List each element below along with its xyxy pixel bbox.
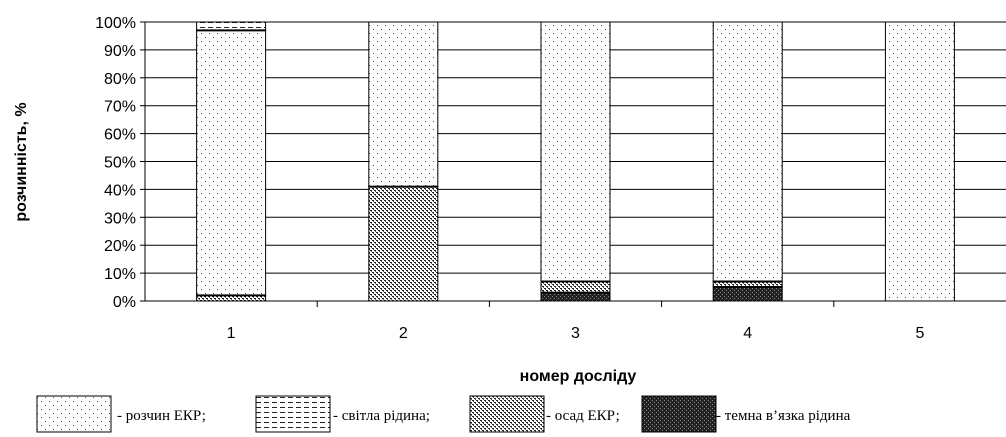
x-tick-label: 1 [227,325,236,342]
y-tick-labels: 0% 10% 20% 30% 40% 50% 60% 70% 80% 90% 100% [95,15,136,311]
legend-label: - світла рідина; [333,408,430,424]
y-tick-label: 10% [104,266,136,283]
x-tick-label: 5 [915,325,924,342]
y-tick-label: 20% [104,238,136,255]
x-tick-labels: 1 2 3 4 5 [227,301,924,342]
bar-segment [196,21,267,31]
legend-label: - осад ЕКР; [546,408,620,424]
y-tick-label: 100% [95,15,136,32]
bars [196,21,955,302]
legend-label: - розчин ЕКР; [117,408,206,424]
legend-swatch [255,395,331,433]
y-tick-label: 90% [104,43,136,60]
y-tick-label: 50% [104,155,136,172]
y-tick-label: 60% [104,127,136,144]
bar-segment [540,292,611,302]
y-axis-title: розчинність, % [13,102,30,221]
y-tick-label: 70% [104,99,136,116]
legend-swatch [36,395,112,433]
bar-segment [368,186,439,302]
bar-segment [712,286,783,302]
bar-segment [196,29,267,296]
axes [144,22,1006,302]
y-tick-label: 30% [104,210,136,227]
y-tick-label: 40% [104,182,136,199]
bar-segment [540,280,611,294]
bar-segment [712,21,783,282]
x-tick-label: 2 [399,325,408,342]
x-tick-label: 3 [571,325,580,342]
x-axis-title: номер досліду [520,368,637,385]
legend-label: - темна в’язка рідина [716,408,851,424]
bar-segment [884,21,955,302]
y-tick-label: 80% [104,71,136,88]
legend: - розчин ЕКР; - світла рідина; - осад ЕКР;… [36,395,851,433]
legend-swatch [641,395,717,433]
x-tick-label: 4 [743,325,752,342]
y-tick-label: 0% [113,294,136,311]
legend-swatch [469,395,545,433]
bar-segment [540,21,611,282]
bar-segment [368,21,439,188]
